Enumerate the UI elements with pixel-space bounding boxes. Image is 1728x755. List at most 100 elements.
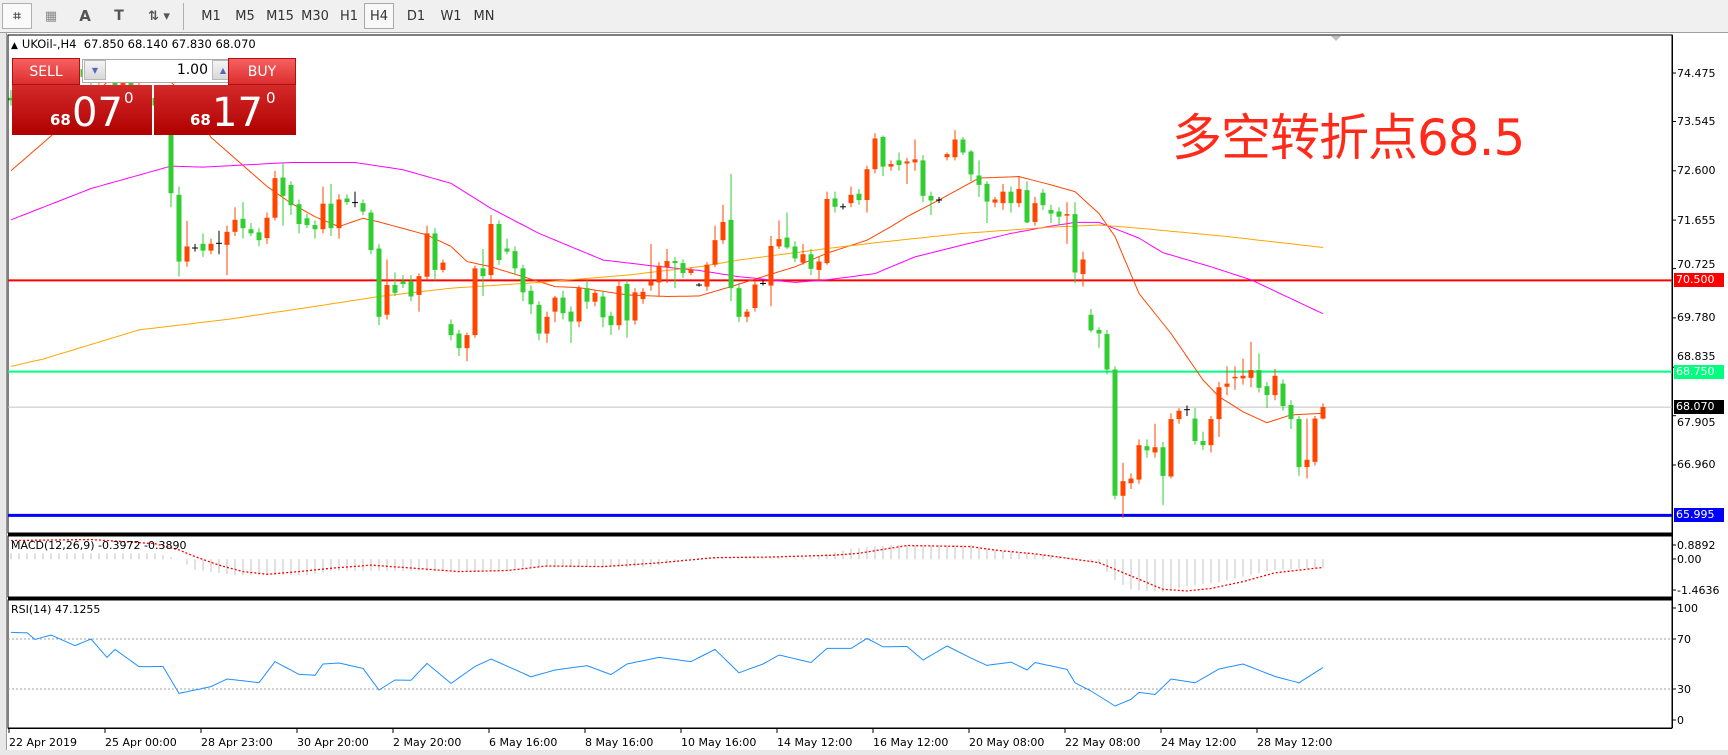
timeframe-mn[interactable]: MN — [473, 8, 495, 24]
bullish-candle — [1240, 375, 1246, 379]
bearish-candle — [928, 195, 934, 201]
buy-button[interactable]: BUY — [228, 58, 296, 85]
bullish-candle — [704, 264, 710, 287]
bullish-candle — [1216, 387, 1222, 420]
moving-average-line-1 — [10, 65, 1324, 424]
buy-price-main: 17 — [212, 90, 263, 136]
bearish-candle — [280, 177, 286, 196]
expert-icon[interactable]: ⌗ — [2, 3, 32, 29]
bearish-candle — [968, 151, 974, 175]
bearish-candle — [1192, 418, 1198, 441]
bearish-candle — [312, 225, 318, 230]
bearish-candle — [328, 203, 334, 229]
bearish-candle — [1144, 446, 1150, 451]
buy-price-button[interactable]: 68 17 0 — [154, 85, 296, 135]
timeframe-m5[interactable]: M5 — [235, 8, 255, 24]
bearish-candle — [568, 311, 574, 322]
bullish-candle — [224, 231, 230, 245]
window-frame — [0, 33, 7, 755]
price-line-label: 68.070 — [1674, 400, 1724, 415]
sell-button[interactable]: SELL — [12, 58, 80, 85]
bullish-candle — [616, 286, 622, 326]
collapse-triangle-icon[interactable]: ▲ — [11, 41, 18, 51]
bullish-candle — [632, 292, 638, 321]
bullish-candle — [120, 82, 126, 88]
price-axis-label: 70.725 — [1677, 258, 1716, 272]
bullish-candle — [424, 233, 430, 277]
timeframe-h1[interactable]: H1 — [339, 8, 359, 24]
volume-input[interactable]: 1.00 — [176, 62, 208, 78]
bullish-candle — [184, 246, 190, 262]
bearish-candle — [600, 296, 606, 318]
volume-down-button[interactable]: ▼ — [84, 60, 106, 80]
macd-signal-line — [11, 538, 1324, 592]
timeframe-d1[interactable]: D1 — [406, 8, 426, 24]
bearish-candle — [296, 204, 302, 225]
bullish-candle — [336, 199, 342, 229]
bearish-candle — [256, 232, 262, 241]
bearish-candle — [456, 333, 462, 349]
bullish-candle — [848, 194, 854, 204]
time-axis-label: 30 Apr 20:00 — [297, 736, 369, 749]
price-axis-label: 67.905 — [1677, 416, 1716, 430]
bullish-candle — [912, 159, 918, 163]
grid-icon[interactable]: ▦ — [44, 8, 58, 24]
bearish-candle — [880, 136, 886, 167]
bearish-candle — [920, 160, 926, 196]
bearish-candle — [784, 237, 790, 248]
text-icon[interactable]: A — [79, 7, 91, 25]
bearish-candle — [984, 183, 990, 202]
bullish-candle — [952, 139, 958, 158]
bullish-candle — [992, 199, 998, 203]
bearish-candle — [8, 97, 14, 101]
bearish-candle — [176, 194, 182, 262]
bullish-candle — [1208, 419, 1214, 446]
price-axis-label: 73.545 — [1677, 115, 1716, 128]
bearish-candle — [1200, 440, 1206, 446]
bearish-candle — [1264, 386, 1270, 396]
bullish-candle — [904, 161, 910, 164]
timeframe-h4[interactable]: H4 — [364, 3, 394, 29]
bearish-candle — [680, 263, 686, 274]
time-axis-label: 22 Apr 2019 — [9, 736, 78, 749]
bearish-candle — [200, 243, 206, 251]
timeframe-w1[interactable]: W1 — [440, 8, 462, 24]
bullish-candle — [1064, 214, 1070, 216]
time-axis-label: 6 May 16:00 — [489, 736, 558, 749]
timeframe-m1[interactable]: M1 — [201, 8, 221, 24]
arrows-dropdown-icon[interactable]: ⇅ ▾ — [148, 8, 170, 24]
text-label-icon[interactable]: T — [114, 8, 124, 24]
sell-price-button[interactable]: 68 07 0 — [12, 85, 152, 135]
bullish-candle — [552, 297, 558, 312]
bullish-candle — [464, 335, 470, 349]
bullish-candle — [416, 276, 422, 295]
bearish-candle — [1008, 191, 1014, 204]
time-axis-label: 2 May 20:00 — [393, 736, 462, 749]
price-plot — [8, 63, 1672, 519]
timeframe-m30[interactable]: M30 — [301, 8, 329, 24]
rsi-axis-label: 30 — [1677, 682, 1691, 696]
buy-price-suffix: 0 — [266, 89, 276, 107]
macd-axis-label: 0.8892 — [1677, 538, 1716, 552]
price-axis-label: 72.600 — [1677, 164, 1716, 178]
time-axis-label: 25 Apr 00:00 — [105, 736, 177, 749]
timeframe-m15[interactable]: M15 — [266, 8, 294, 24]
macd-plot — [10, 538, 1324, 593]
bearish-candle — [1112, 369, 1118, 496]
bearish-candle — [1024, 190, 1030, 223]
bullish-candle — [744, 311, 750, 317]
bullish-candle — [1176, 410, 1182, 420]
bearish-candle — [240, 218, 246, 229]
bearish-candle — [1288, 404, 1294, 420]
bullish-candle — [768, 245, 774, 286]
bullish-candle — [888, 164, 894, 167]
toolbar: ⌗ ▦ A T ⇅ ▾ M1 M5 M15 M30 H1 H4 D1 W1 MN — [0, 0, 1728, 33]
time-axis-label: 24 May 12:00 — [1161, 736, 1237, 749]
rsi-title: RSI(14) 47.1255 — [11, 603, 101, 616]
bearish-candle — [728, 219, 734, 289]
bullish-candle — [1312, 418, 1318, 462]
buy-price-prefix: 68 — [190, 111, 211, 129]
bullish-candle — [720, 221, 726, 241]
ohlc-values: 67.850 68.140 67.830 68.070 — [83, 37, 256, 51]
bearish-candle — [480, 268, 486, 277]
